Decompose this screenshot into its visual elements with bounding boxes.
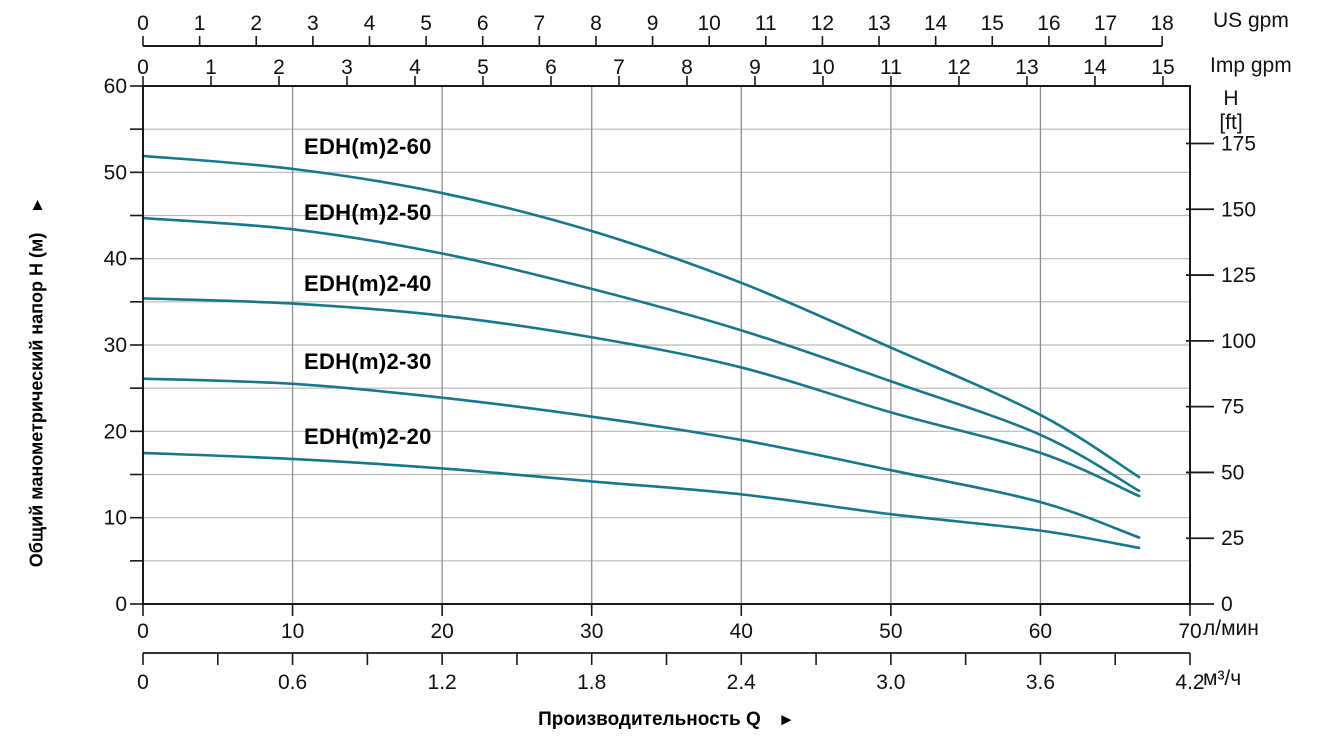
us-gpm-tick-label: 7 — [533, 12, 545, 35]
m3-h-unit-label: м³/ч — [1203, 667, 1242, 690]
curve-label-edhm2-40: EDH(m)2-40 — [304, 271, 432, 296]
imp-gpm-tick-label: 5 — [477, 56, 489, 79]
curve-label-edhm2-50: EDH(m)2-50 — [304, 200, 432, 225]
m3-h-tick-label: 1.2 — [428, 671, 457, 694]
us-gpm-tick-label: 0 — [137, 12, 149, 35]
h-ft-tick-label: 125 — [1221, 264, 1256, 287]
h-m-tick-label: 0 — [115, 593, 127, 616]
pump-curve-EDH(m)2-60 — [141, 154, 1141, 479]
imp-gpm-tick-label: 7 — [613, 56, 625, 79]
imp-gpm-tick-label: 12 — [947, 56, 970, 79]
m3-h-tick-label: 4.2 — [1175, 671, 1204, 694]
l-min-tick-label: 40 — [730, 620, 753, 643]
l-min-tick-label: 70 — [1178, 620, 1201, 643]
imp-gpm-tick-label: 11 — [880, 56, 902, 79]
imp-gpm-tick-label: 1 — [205, 56, 217, 79]
right-axis-title-h: H — [1223, 87, 1239, 110]
l-min-tick-label: 60 — [1029, 620, 1052, 643]
y-axis-title-text: Общий манометрический напор H (м) — [26, 232, 47, 568]
l-min-tick-label: 20 — [430, 620, 453, 643]
us-gpm-tick-label: 5 — [420, 12, 432, 35]
us-gpm-tick-label: 9 — [647, 12, 659, 35]
l-min-tick-label: 0 — [137, 620, 149, 643]
us-gpm-tick-label: 2 — [250, 12, 262, 35]
curve-label-edhm2-20: EDH(m)2-20 — [304, 424, 432, 449]
x-axis-title-text: Производительность Q — [538, 709, 761, 730]
curve-label-edhm2-30: EDH(m)2-30 — [304, 349, 432, 374]
m3-h-tick-label: 2.4 — [727, 671, 757, 694]
imp-gpm-unit-label: Imp gpm — [1210, 54, 1292, 77]
pump-curve-EDH(m)2-50 — [141, 216, 1141, 493]
us-gpm-tick-label: 12 — [811, 12, 834, 35]
us-gpm-tick-label: 10 — [698, 12, 721, 35]
right-arrow-icon: ► — [778, 710, 795, 729]
us-gpm-tick-label: 6 — [477, 12, 489, 35]
us-gpm-tick-label: 1 — [194, 12, 206, 35]
us-gpm-unit-label: US gpm — [1213, 9, 1289, 32]
imp-gpm-tick-label: 10 — [811, 56, 834, 79]
imp-gpm-tick-label: 8 — [681, 56, 693, 79]
y-axis-title: Общий манометрический напор H (м) ▲ — [26, 195, 48, 568]
h-m-tick-label: 30 — [104, 334, 127, 357]
m3-h-tick-label: 0.6 — [278, 671, 307, 694]
imp-gpm-tick-label: 14 — [1083, 56, 1107, 79]
imp-gpm-tick-label: 9 — [749, 56, 761, 79]
imp-gpm-tick-label: 0 — [137, 56, 149, 79]
imp-gpm-tick-label: 6 — [545, 56, 557, 79]
us-gpm-tick-label: 17 — [1094, 12, 1117, 35]
h-ft-tick-label: 150 — [1221, 198, 1256, 221]
imp-gpm-tick-label: 3 — [341, 56, 353, 79]
x-axis-title: Производительность Q ► — [143, 709, 1190, 731]
imp-gpm-tick-label: 4 — [409, 56, 421, 79]
h-m-tick-label: 10 — [104, 507, 127, 530]
pump-curve-EDH(m)2-40 — [141, 297, 1141, 498]
up-arrow-icon: ▲ — [29, 195, 46, 215]
pump-curve-EDH(m)2-20 — [141, 451, 1141, 550]
m3-h-tick-label: 1.8 — [577, 671, 606, 694]
us-gpm-tick-label: 8 — [590, 12, 602, 35]
l-min-unit-label: л/мин — [1203, 617, 1259, 640]
h-ft-tick-label: 75 — [1221, 396, 1244, 419]
h-ft-tick-label: 100 — [1221, 330, 1256, 353]
h-m-tick-label: 50 — [104, 161, 127, 184]
m3-h-tick-label: 3.6 — [1026, 671, 1055, 694]
pump-curve-EDH(m)2-30 — [141, 377, 1141, 539]
us-gpm-tick-label: 3 — [307, 12, 319, 35]
us-gpm-tick-label: 16 — [1037, 12, 1060, 35]
us-gpm-tick-label: 4 — [364, 12, 376, 35]
us-gpm-tick-label: 14 — [924, 12, 948, 35]
h-m-tick-label: 40 — [104, 248, 127, 271]
h-m-tick-label: 20 — [104, 420, 127, 443]
h-m-tick-label: 60 — [104, 75, 127, 98]
curve-label-edhm2-60: EDH(m)2-60 — [304, 134, 432, 159]
h-ft-tick-label: 25 — [1221, 527, 1244, 550]
l-min-tick-label: 50 — [879, 620, 902, 643]
m3-h-tick-label: 3.0 — [876, 671, 905, 694]
imp-gpm-tick-label: 13 — [1015, 56, 1038, 79]
m3-h-tick-label: 0 — [137, 671, 149, 694]
l-min-tick-label: 30 — [580, 620, 603, 643]
h-ft-tick-label: 50 — [1221, 461, 1244, 484]
us-gpm-tick-label: 13 — [867, 12, 890, 35]
us-gpm-tick-label: 15 — [981, 12, 1004, 35]
h-ft-tick-label: 0 — [1221, 593, 1233, 616]
us-gpm-tick-label: 11 — [755, 12, 777, 35]
right-axis-title-ft: [ft] — [1219, 111, 1243, 134]
us-gpm-tick-label: 18 — [1150, 12, 1173, 35]
l-min-tick-label: 10 — [281, 620, 304, 643]
imp-gpm-tick-label: 2 — [273, 56, 285, 79]
h-ft-tick-label: 175 — [1221, 132, 1256, 155]
imp-gpm-tick-label: 15 — [1151, 56, 1174, 79]
